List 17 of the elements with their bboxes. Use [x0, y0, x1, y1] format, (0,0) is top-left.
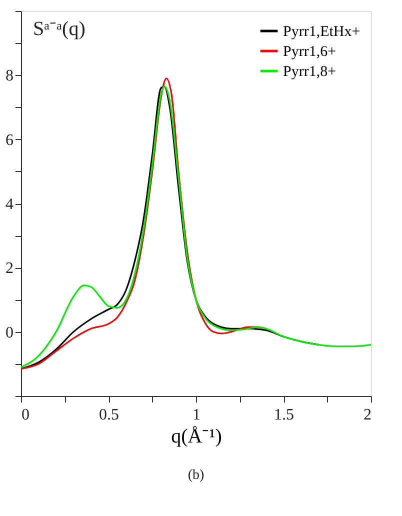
y-tick-label: 8: [6, 68, 14, 85]
legend-label: Pyrr1,6+: [283, 44, 336, 60]
y-tick-label: 4: [6, 196, 14, 213]
x-axis-title: q(Å⁻¹): [171, 426, 222, 448]
x-tick-label: 2: [364, 406, 372, 424]
legend-label: Pyrr1,EtHx+: [283, 24, 360, 40]
y-tick-label: 0: [6, 324, 14, 342]
x-tick-label: 0: [22, 406, 30, 424]
x-tick-label: 1.5: [274, 406, 294, 424]
legend-label: Pyrr1,8+: [283, 64, 336, 80]
x-tick-label: 1: [192, 406, 200, 424]
y-tick-label: 2: [6, 260, 14, 278]
y-tick-label: 6: [6, 132, 14, 149]
text: (b): [188, 468, 204, 483]
y-axis-title: Sᵃ⁻ᵃ(q): [33, 18, 86, 40]
x-tick-label: 0.5: [99, 406, 119, 424]
line-series: [21, 86, 371, 368]
